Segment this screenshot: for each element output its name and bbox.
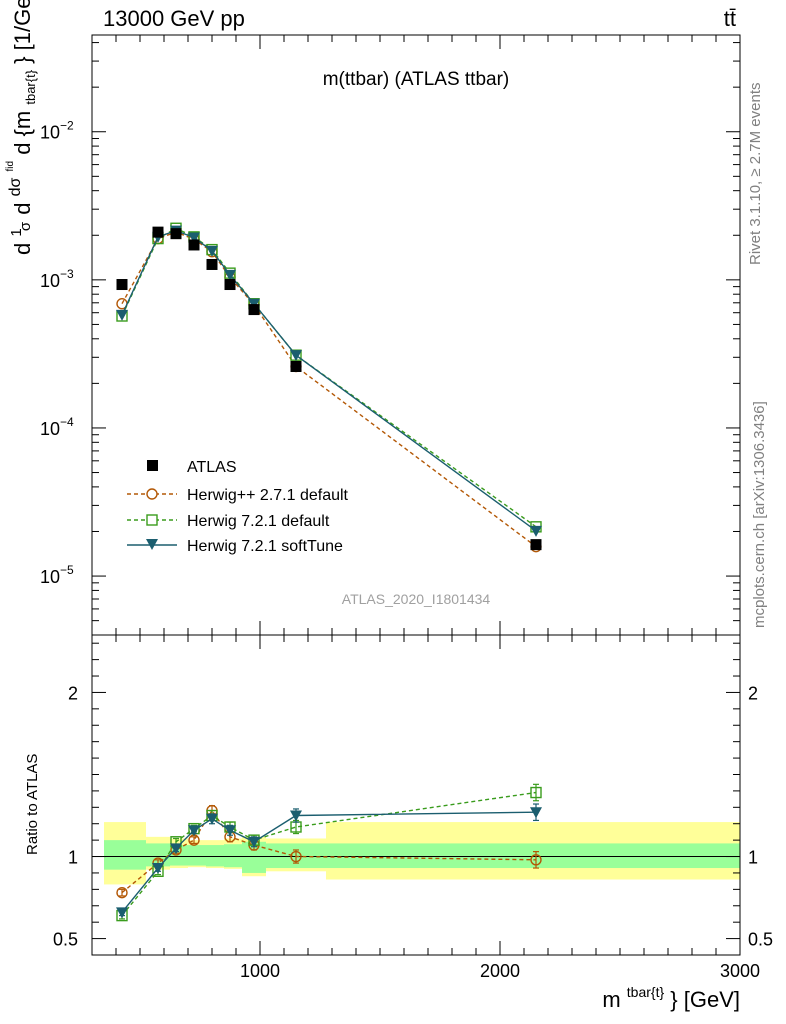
- main-ytick-label: 10−2: [40, 119, 74, 143]
- main-point-0: [248, 304, 260, 316]
- legend-item-atlas: ATLAS: [147, 459, 237, 476]
- header-right: tt̄: [724, 6, 736, 31]
- main-point-3: [116, 309, 128, 321]
- ratio-point-2: [248, 836, 260, 848]
- main-point-3: [188, 232, 200, 244]
- main-ytick-label: 10−4: [40, 415, 74, 439]
- svg-text:d 1 σ: d 1 σ d dσ fid d {m tbar{t} } [1/GeV]: [0, 0, 40, 255]
- main-point-3: [224, 269, 236, 281]
- ratio-point-2: [188, 825, 200, 837]
- ratio-xlabel: m tbar{t} } [GeV]: [602, 977, 740, 1012]
- mcplots-label: mcplots.cern.ch [arXiv:1306.3436]: [751, 401, 768, 628]
- ratio-point-2: [206, 813, 218, 825]
- main-series: [116, 222, 542, 553]
- main-point-0: [170, 228, 182, 240]
- main-series-line-3: [121, 229, 537, 532]
- ratio-xtick-label: 1000: [240, 961, 280, 981]
- main-point-0: [152, 226, 164, 238]
- rivet-label: Rivet 3.1.10, ≥ 2.7M events: [747, 83, 764, 266]
- legend-label-herwig7-softtune: Herwig 7.2.1 softTune: [187, 538, 343, 555]
- ratio-point-2: [224, 825, 236, 837]
- main-point-0: [116, 279, 128, 291]
- main-ytick-label: 10−5: [40, 563, 74, 587]
- main-point-3: [206, 245, 218, 257]
- ratio-ylabel: Ratio to ATLAS: [24, 754, 41, 855]
- ratio-point-2: [116, 907, 128, 919]
- legend: ATLAS Herwig++ 2.7.1 default Herwig 7.2.…: [127, 459, 349, 555]
- main-point-0: [530, 539, 542, 551]
- ratio-frame: [91, 634, 741, 956]
- legend-marker-herwig7-softtune: [146, 539, 158, 550]
- main-ylabel: d 1 σ d dσ fid d {m tbar{t} } [1/GeV]: [0, 0, 40, 255]
- ratio-ytick-label-right: 0.5: [748, 930, 773, 950]
- main-point-0: [206, 258, 218, 270]
- ratio-ytick-label-right: 1: [748, 848, 758, 868]
- main-point-3: [530, 525, 542, 537]
- main-axis-ticks: 10−2 10−3 10−4 10−5: [40, 35, 741, 636]
- ratio-ytick-label: 0.5: [53, 930, 78, 950]
- ratio-panel: 0.5 0.5 1 1 2 2 1000 2000 3000 Ratio to ATLAS m …: [24, 634, 773, 1012]
- ratio-band-inner: [104, 840, 146, 870]
- ratio-point-0: [116, 886, 128, 899]
- main-panel: 10−210−310−410−5 m(ttbar) (ATLAS ttbar) …: [0, 0, 741, 636]
- ratio-ytick-label-right: 2: [748, 683, 758, 703]
- main-title: m(ttbar) (ATLAS ttbar): [323, 69, 510, 90]
- ratio-xtick-label: 2000: [480, 961, 520, 981]
- header-left: 13000 GeV pp: [103, 6, 245, 31]
- legend-item-herwigpp: Herwig++ 2.7.1 default: [127, 487, 349, 504]
- main-ytick-label: 10−3: [40, 267, 74, 291]
- legend-label-herwig7-default: Herwig 7.2.1 default: [187, 513, 330, 530]
- main-series-line-2: [121, 227, 537, 528]
- ratio-ytick-label: 1: [68, 848, 78, 868]
- ratio-ytick-label: 2: [68, 683, 78, 703]
- legend-label-herwigpp: Herwig++ 2.7.1 default: [187, 487, 349, 504]
- legend-item-herwig7-softtune: Herwig 7.2.1 softTune: [127, 538, 343, 555]
- ratio-point-2: [290, 810, 302, 822]
- ratio-point-1: [530, 786, 542, 799]
- ratio-point-2: [170, 843, 182, 855]
- ratio-series: [116, 783, 542, 922]
- main-point-0: [188, 239, 200, 251]
- ratio-band-inner: [188, 845, 206, 866]
- ratio-point-0: [290, 850, 302, 863]
- legend-label-atlas: ATLAS: [187, 459, 237, 476]
- ratio-band-inner: [206, 845, 224, 867]
- legend-marker-atlas: [147, 460, 158, 471]
- ratio-axis-ticks: 0.5 0.5 1 1 2 2 1000 2000 3000: [53, 635, 773, 981]
- ratio-band-inner: [224, 844, 242, 868]
- ratio-point-2: [530, 807, 542, 819]
- watermark: ATLAS_2020_I1801434: [342, 591, 491, 607]
- ratio-point-2: [152, 863, 164, 875]
- ratio-series-line-0: [121, 809, 537, 894]
- legend-item-herwig7-default: Herwig 7.2.1 default: [127, 513, 330, 530]
- ratio-point-0: [530, 854, 542, 866]
- main-point-0: [224, 279, 236, 291]
- main-point-0: [290, 360, 302, 372]
- main-point-3: [290, 350, 302, 362]
- ratio-xtick-label: 3000: [720, 961, 760, 981]
- legend-marker-herwig7-default: [146, 514, 158, 526]
- legend-marker-herwigpp: [146, 488, 158, 500]
